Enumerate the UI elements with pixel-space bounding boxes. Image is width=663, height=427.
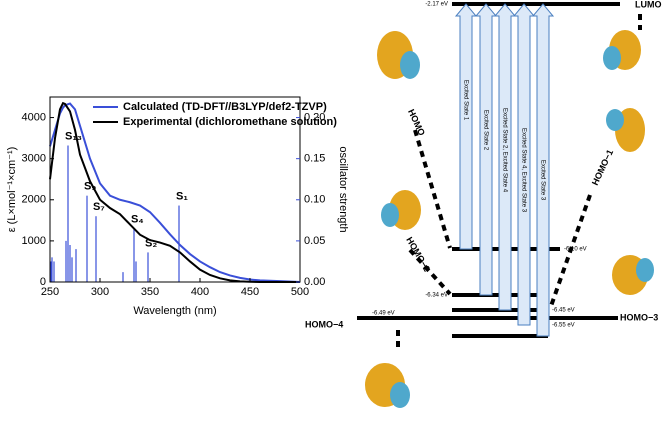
legend-label: Experimental (dichloromethane solution): [123, 116, 337, 128]
state-label: S₉: [84, 181, 96, 193]
state-label: S₁: [176, 190, 188, 202]
y2-tick-label: 0.05: [304, 235, 325, 247]
y2-tick-label: 0.00: [304, 276, 325, 288]
energy-label: -6.49 eV: [372, 311, 395, 317]
y2-tick-label: 0.15: [304, 153, 325, 165]
transition-label: Excited State 3: [539, 160, 545, 201]
legend-label: Calculated (TD-DFT//B3LYP/def2-TZVP): [123, 101, 327, 113]
transition-arrow: [493, 3, 517, 311]
connector: [408, 248, 452, 296]
transition-label: Excited State 1: [462, 80, 468, 121]
x-axis-label: Wavelength (nm): [133, 305, 216, 317]
y-tick-label: 3000: [22, 153, 46, 165]
transition-arrow: [512, 3, 536, 326]
transition-arrow: [531, 3, 555, 337]
orbital-label: HOMO−1: [590, 148, 615, 187]
energy-label: -6.34 eV: [425, 293, 448, 299]
energy-label: -6.55 eV: [552, 323, 575, 329]
state-label: S₄: [131, 213, 144, 225]
orbital-label: LUMO: [635, 0, 662, 9]
series-line: [49, 102, 301, 283]
orbital-image: [365, 30, 654, 408]
x-tick-label: 250: [41, 286, 59, 298]
y-axis-label: ε (L×mol⁻¹×cm⁻¹): [6, 147, 18, 233]
y2-tick-label: 0.10: [304, 194, 325, 206]
x-tick-label: 400: [191, 286, 209, 298]
transition-label: Excited State 2: [482, 110, 488, 151]
energy-label: -2.17 eV: [425, 2, 448, 8]
energy-label: -6.45 eV: [552, 308, 575, 314]
orbital-label: HOMO−4: [305, 319, 343, 329]
transition-label: Excited State 4, Excited State 3: [520, 128, 526, 213]
x-tick-label: 450: [241, 286, 259, 298]
connector: [413, 129, 452, 249]
y-tick-label: 4000: [22, 111, 46, 123]
orbital-label: HOMO−3: [620, 312, 658, 322]
y2-tick-label: 0.20: [304, 111, 325, 123]
plot-frame: [49, 96, 301, 283]
state-label: S₇: [93, 201, 105, 213]
x-tick-label: 350: [141, 286, 159, 298]
x-tick-label: 500: [291, 286, 309, 298]
y2-axis-label: oscillator strength: [337, 146, 349, 232]
transition-arrow: [474, 3, 498, 296]
series-line: [49, 101, 300, 283]
energy-label: -6.10 eV: [564, 247, 587, 253]
state-label: S₁₃: [65, 130, 82, 142]
transition-label: Excited State 2, Excited State 4: [501, 108, 507, 193]
x-tick-label: 300: [91, 286, 109, 298]
y-tick-label: 2000: [22, 194, 46, 206]
connector: [548, 194, 592, 310]
energy-diagram: -2.17 eV -6.10 eV -6.34 eV -6.45 eV -6.4…: [305, 0, 662, 408]
transition-arrow: [454, 3, 478, 250]
y-tick-label: 1000: [22, 235, 46, 247]
y-tick-label: 0: [40, 276, 46, 288]
